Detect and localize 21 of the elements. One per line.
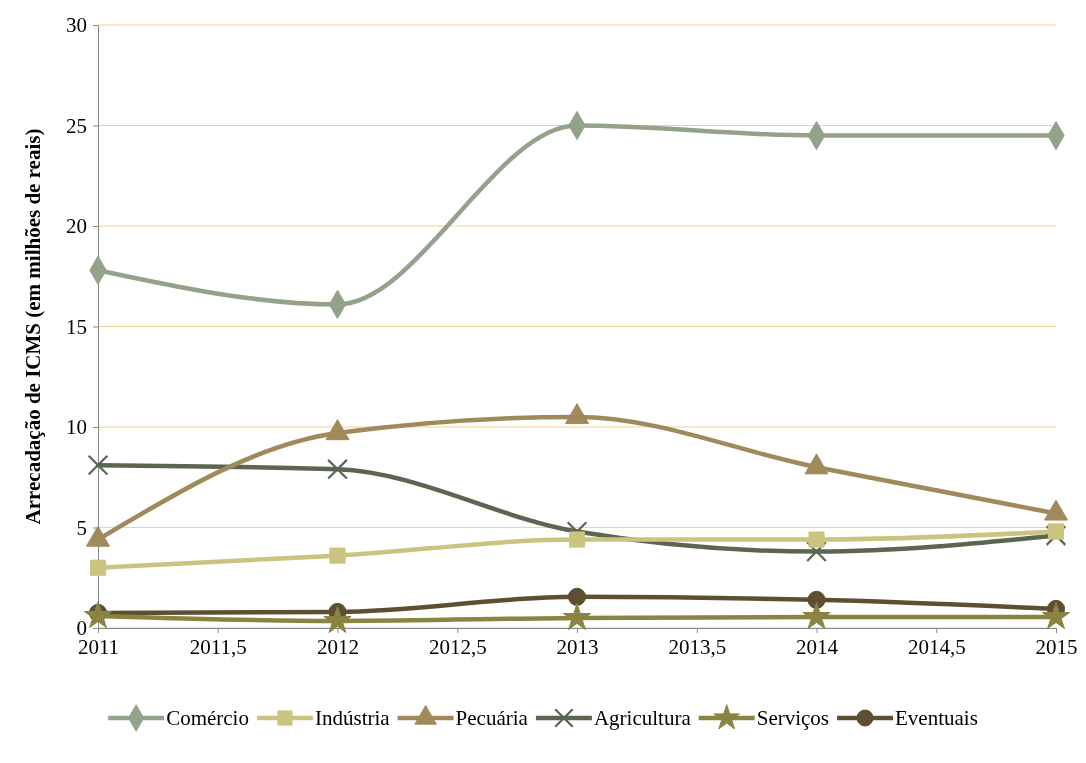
y-tick-label: 20 — [66, 214, 87, 239]
x-tick-label: 2015 — [1035, 634, 1078, 659]
legend-label: Indústria — [314, 706, 391, 730]
x-tick-label: 2013,5 — [668, 634, 727, 659]
y-tick-label: 10 — [66, 415, 87, 440]
x-tick-label: 2012,5 — [428, 634, 487, 659]
y-axis-title: Arrecadação de ICMS (em milhões de reais) — [21, 128, 45, 525]
x-tick-label: 2014 — [796, 634, 839, 659]
y-tick-label: 15 — [66, 314, 87, 339]
legend-label: Agricultura — [593, 706, 692, 730]
legend-label: Serviços — [756, 706, 830, 730]
y-tick-label: 30 — [66, 13, 87, 38]
x-tick-label: 2012 — [317, 634, 359, 659]
x-tick-label: 2011,5 — [189, 634, 247, 659]
x-tick-label: 2013 — [556, 634, 599, 659]
y-tick-label: 25 — [66, 113, 87, 138]
legend-label: Pecuária — [455, 706, 529, 730]
x-tick-label: 2014,5 — [907, 634, 966, 659]
y-tick-label: 5 — [76, 515, 87, 540]
legend-label: Eventuais — [895, 706, 978, 730]
legend-label: Comércio — [166, 706, 249, 730]
